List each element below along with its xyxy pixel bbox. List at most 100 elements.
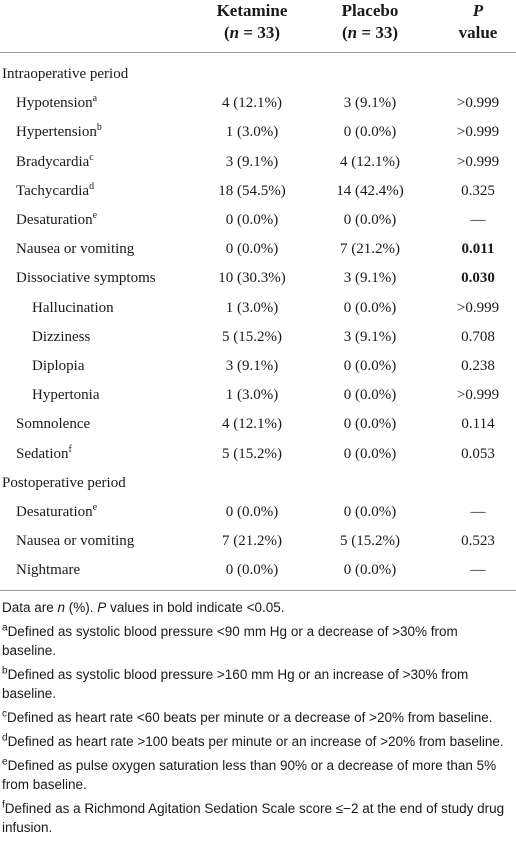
table-row: Hypertensionb 1 (3.0%) 0 (0.0%) >0.999	[0, 118, 516, 147]
cell: 0.114	[461, 416, 495, 433]
table-row: Nightmare 0 (0.0%) 0 (0.0%) —	[0, 556, 516, 585]
cell: 0 (0.0%)	[343, 212, 397, 228]
label-text: Somnolence	[16, 416, 91, 433]
text-segment: = 33)	[357, 23, 398, 42]
row-label: Desaturatione	[16, 498, 97, 527]
text-segment: Defined as heart rate <60 beats per minu…	[7, 710, 493, 725]
cell: —	[470, 504, 486, 520]
label-text: Nausea or vomiting	[16, 241, 135, 258]
cell: >0.999	[456, 299, 500, 316]
row-label: Hypertensionb	[16, 118, 102, 147]
cell: >0.999	[456, 124, 500, 141]
footnote-mark: a	[92, 93, 98, 105]
cell: 18 (54.5%)	[218, 182, 286, 199]
cell: 0 (0.0%)	[225, 241, 279, 258]
text-segment: Defined as pulse oxygen saturation less …	[2, 758, 497, 792]
cell: >0.999	[456, 387, 500, 404]
table-row: Bradycardiac 3 (9.1%) 4 (12.1%) >0.999	[0, 148, 516, 177]
label-text: Hallucination	[32, 299, 114, 316]
header-line: Placebo	[310, 0, 430, 22]
footnote-mark: e	[92, 210, 98, 221]
cell: 7 (21.2%)	[222, 533, 282, 550]
footnote: dDefined as heart rate >100 beats per mi…	[2, 732, 514, 751]
label-text: Dissociative symptoms	[16, 270, 156, 287]
cell: 1 (3.0%)	[225, 387, 279, 404]
label-text: Nausea or vomiting	[16, 533, 135, 550]
cell: 5 (15.2%)	[222, 328, 282, 345]
footnotes: Data are n (%). P values in bold indicat…	[2, 598, 514, 842]
cell: 5 (15.2%)	[222, 445, 282, 462]
cell: 3 (9.1%)	[225, 153, 279, 170]
table-row: Desaturatione 0 (0.0%) 0 (0.0%) —	[0, 498, 516, 527]
footnote: Data are n (%). P values in bold indicat…	[2, 598, 514, 617]
table-row: Nausea or vomiting 7 (21.2%) 5 (15.2%) 0.52…	[0, 527, 516, 556]
cell: 0.325	[461, 182, 495, 199]
header-line: Ketamine	[192, 0, 312, 22]
text-segment: Defined as a Richmond Agitation Sedation…	[2, 801, 505, 835]
table-row: Tachycardiad 18 (54.5%) 14 (42.4%) 0.325	[0, 177, 516, 206]
table-row: Somnolence 4 (12.1%) 0 (0.0%) 0.114	[0, 410, 516, 439]
label-text: Desaturation	[16, 212, 93, 228]
text-segment: value	[458, 23, 498, 42]
cell: 0.238	[461, 358, 495, 374]
footnote-mark: d	[89, 180, 95, 192]
cell: >0.999	[456, 153, 500, 170]
footnote-mark: f	[68, 443, 72, 455]
label-text: Tachycardia	[16, 182, 90, 199]
cell: 0 (0.0%)	[225, 212, 279, 228]
text-segment: P	[472, 1, 484, 20]
table-row: Hypertonia 1 (3.0%) 0 (0.0%) >0.999	[0, 381, 516, 410]
cell: —	[470, 562, 486, 579]
column-header: Ketamine (n = 33)	[192, 0, 312, 52]
cell: 0 (0.0%)	[343, 124, 397, 141]
cell: 4 (12.1%)	[340, 153, 400, 170]
row-label: Nausea or vomiting	[16, 235, 134, 264]
section-row: Intraoperative period	[0, 60, 516, 89]
text-segment: n	[57, 600, 66, 615]
header-line: P	[438, 0, 516, 22]
footnote-mark: c	[89, 151, 94, 163]
cell: 0 (0.0%)	[225, 562, 279, 579]
cell: —	[470, 212, 486, 228]
label-text: Diplopia	[32, 358, 85, 374]
footnote: fDefined as a Richmond Agitation Sedatio…	[2, 799, 514, 837]
footnote-mark: b	[2, 665, 8, 677]
label-text: Hypotension	[16, 95, 93, 112]
text-segment: n	[229, 23, 240, 42]
cell: 14 (42.4%)	[336, 182, 404, 199]
column-header: Placebo (n = 33)	[310, 0, 430, 52]
footnote-mark: a	[2, 622, 8, 634]
row-label: Tachycardiad	[16, 177, 94, 206]
cell: 7 (21.2%)	[340, 241, 400, 258]
row-label: Desaturatione	[16, 206, 97, 235]
cell: 0.011	[461, 241, 495, 258]
text-segment: values in bold indicate <0.05.	[106, 600, 285, 615]
text-segment: (%).	[65, 600, 98, 615]
table-row: Nausea or vomiting 0 (0.0%) 7 (21.2%) 0.011	[0, 235, 516, 264]
label-text: Sedation	[16, 445, 69, 462]
text-segment: (	[342, 23, 348, 42]
header-line: value	[438, 22, 516, 44]
table-row: Diplopia 3 (9.1%) 0 (0.0%) 0.238	[0, 352, 516, 381]
row-label: Nausea or vomiting	[16, 527, 134, 556]
footnote-mark: f	[2, 799, 5, 811]
table-row: Dizziness 5 (15.2%) 3 (9.1%) 0.708	[0, 323, 516, 352]
table-row: Desaturatione 0 (0.0%) 0 (0.0%) —	[0, 206, 516, 235]
cell: 3 (9.1%)	[343, 270, 397, 287]
footnote-mark: e	[92, 502, 98, 513]
cell: 0.053	[461, 445, 495, 462]
row-label: Hypotensiona	[16, 89, 97, 118]
cell: 0.708	[461, 328, 495, 345]
cell: 0.030	[461, 270, 495, 287]
text-segment: n	[347, 23, 358, 42]
row-label: Hypertonia	[32, 381, 99, 410]
table-row: Hallucination 1 (3.0%) 0 (0.0%) >0.999	[0, 294, 516, 323]
footnote: aDefined as systolic blood pressure <90 …	[2, 622, 514, 660]
cell: 0 (0.0%)	[343, 562, 397, 579]
text-segment: P	[97, 600, 107, 615]
label-text: Intraoperative period	[2, 66, 129, 82]
footnote-mark: c	[2, 708, 7, 720]
cell: 1 (3.0%)	[225, 124, 279, 141]
